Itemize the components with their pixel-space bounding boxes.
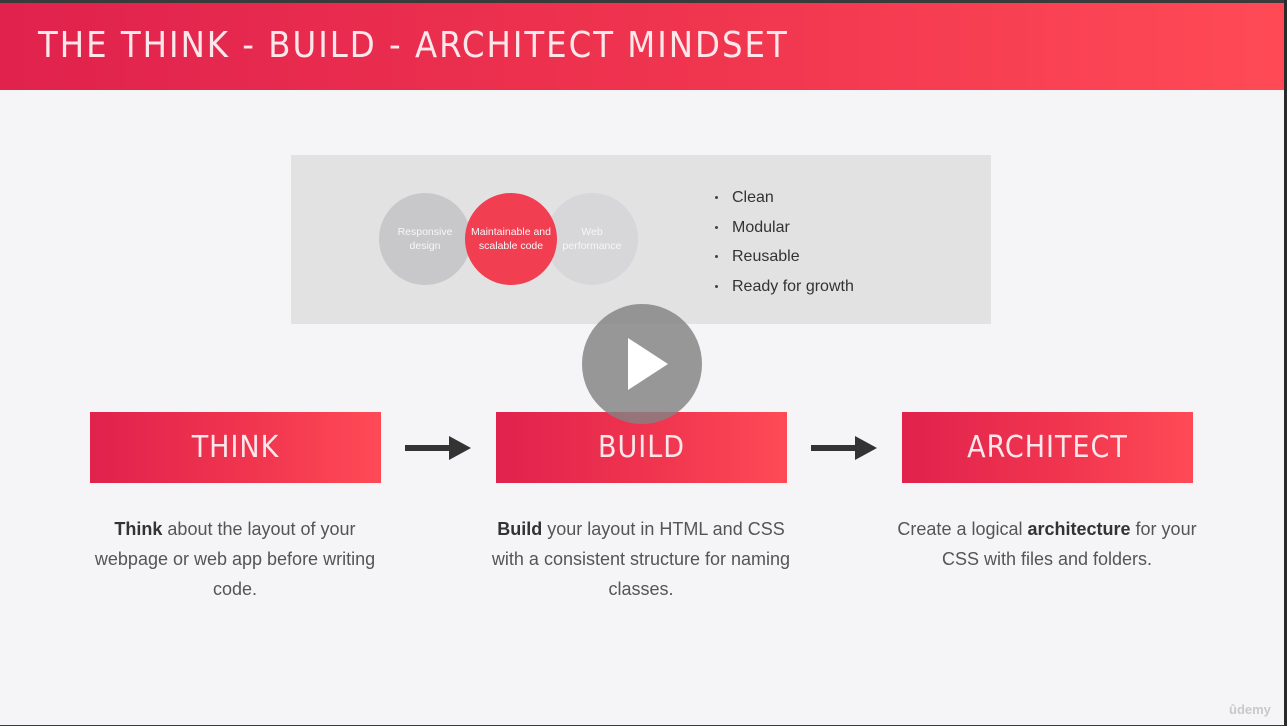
slide-title: THE THINK - BUILD - ARCHITECT MINDSET (38, 25, 789, 66)
bullet-item: Reusable (711, 242, 854, 272)
bullet-item: Ready for growth (711, 272, 854, 302)
goals-panel: Responsive design Web performance Mainta… (291, 155, 991, 324)
circle-responsive-design: Responsive design (379, 193, 471, 285)
stage-think: THINK (90, 412, 381, 483)
architect-description: Create a logical architecture for your C… (897, 519, 1197, 569)
udemy-watermark: ûdemy (1229, 702, 1271, 717)
build-description: Build your layout in HTML and CSS with a… (491, 519, 791, 599)
play-button[interactable] (582, 304, 702, 424)
slide: THE THINK - BUILD - ARCHITECT MINDSET Re… (0, 3, 1284, 725)
slide-header: THE THINK - BUILD - ARCHITECT MINDSET (0, 3, 1284, 90)
bullet-item: Clean (711, 183, 854, 213)
stage-architect: ARCHITECT (902, 412, 1193, 483)
goals-bullet-list: Clean Modular Reusable Ready for growth (711, 183, 854, 301)
circle-web-performance: Web performance (546, 193, 638, 285)
bullet-item: Modular (711, 213, 854, 243)
arrow-right-icon (811, 436, 877, 460)
arrow-right-icon (405, 436, 471, 460)
circle-maintainable-code: Maintainable and scalable code (465, 193, 557, 285)
play-icon (628, 338, 668, 390)
window-edge (1284, 0, 1287, 726)
think-description: Think about the layout of your webpage o… (94, 519, 376, 599)
